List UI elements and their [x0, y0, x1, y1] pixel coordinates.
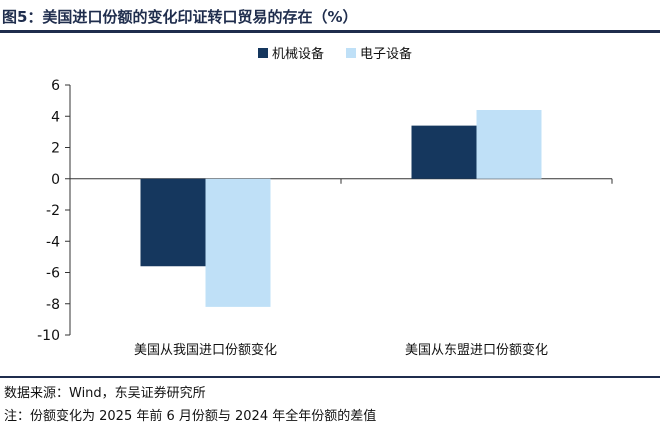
bar-series-2	[205, 178, 271, 307]
bar-series-2	[476, 110, 542, 179]
y-tick-label: 4	[51, 109, 60, 125]
x-category-label: 美国从东盟进口份额变化	[405, 342, 548, 358]
y-tick-label: -2	[46, 203, 60, 219]
y-tick-label: -10	[37, 328, 60, 344]
legend-label: 机械设备	[272, 46, 324, 62]
title-divider	[0, 30, 660, 33]
figure-header: 图5：美国进口份额的变化印证转口贸易的存在（%）	[0, 0, 660, 36]
footnote: 注：份额变化为 2025 年前 6 月份额与 2024 年全年份额的差值	[4, 409, 377, 424]
bar-series-1	[411, 125, 477, 179]
chart-title: 图5：美国进口份额的变化印证转口贸易的存在（%）	[2, 8, 358, 26]
y-tick-label: -4	[46, 234, 60, 250]
y-tick-label: 0	[51, 172, 60, 188]
y-tick-label: 2	[51, 141, 60, 157]
y-tick-label: -6	[46, 266, 60, 282]
legend-swatch	[258, 48, 268, 58]
legend-label: 电子设备	[360, 46, 412, 62]
bottom-divider	[0, 376, 660, 378]
bar-chart: -10 -8 -6 -4 -2 0 2 4 6 美国从我国进口份额变化 美国从东盟进口份额变化 机械设…	[37, 46, 613, 358]
legend-swatch	[346, 48, 356, 58]
bar-series-1	[140, 178, 206, 267]
source-note: 数据来源：Wind，东吴证券研究所	[4, 386, 206, 401]
y-tick-label: -8	[46, 297, 60, 313]
x-category-label: 美国从我国进口份额变化	[134, 342, 277, 358]
y-tick-label: 6	[51, 78, 60, 94]
